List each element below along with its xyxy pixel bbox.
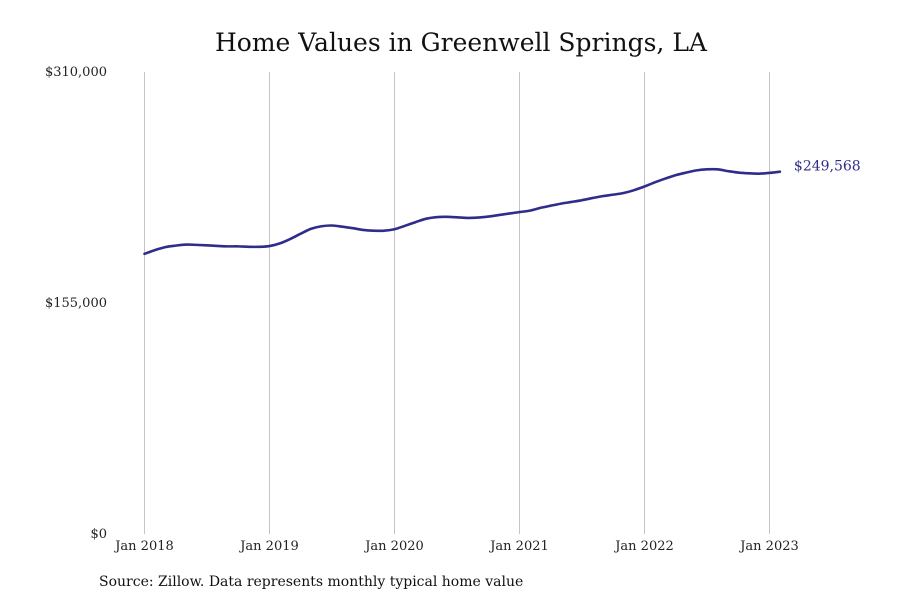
x-tick-label: Jan 2022 <box>613 539 674 554</box>
x-tick-label: Jan 2018 <box>113 539 174 554</box>
grid-lines <box>144 72 770 534</box>
x-tick-label: Jan 2019 <box>238 539 299 554</box>
y-tick-label: $310,000 <box>45 65 107 80</box>
source-note: Source: Zillow. Data represents monthly … <box>99 574 523 590</box>
x-tick-label: Jan 2021 <box>488 539 549 554</box>
y-axis-ticks: $0 $155,000 $310,000 <box>45 65 107 542</box>
x-axis-ticks: Jan 2018 Jan 2019 Jan 2020 Jan 2021 Jan 2022… <box>113 539 799 554</box>
end-value-label: $249,568 <box>794 159 861 175</box>
series-line <box>143 167 782 256</box>
y-tick-label: $155,000 <box>45 296 107 311</box>
y-tick-label: $0 <box>90 527 107 542</box>
x-tick-label: Jan 2020 <box>363 539 424 554</box>
chart-title: Home Values in Greenwell Springs, LA <box>215 28 708 57</box>
x-tick-label: Jan 2023 <box>738 539 799 554</box>
